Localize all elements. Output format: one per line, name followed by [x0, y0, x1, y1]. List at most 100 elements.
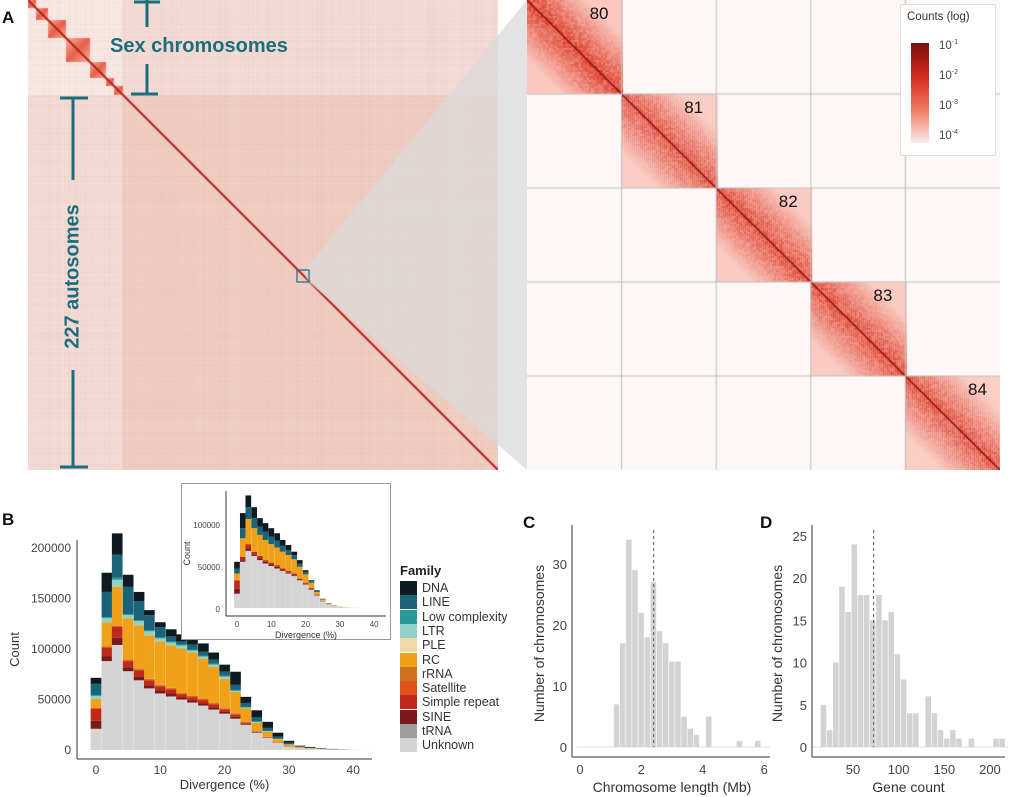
bar-segment-simple-repeat: [176, 694, 187, 698]
bar-segment-unknown: [337, 607, 343, 608]
legend-label: DNA: [422, 581, 449, 595]
bar-segment-rc: [294, 746, 306, 748]
bar-segment-rc: [219, 678, 230, 709]
bar-segment-rc: [90, 698, 102, 709]
x-tick-label: 0: [93, 763, 100, 777]
bar-segment-simple-repeat: [230, 714, 241, 717]
bar-segment-unknown: [319, 601, 326, 608]
bar-segment-ltr: [111, 579, 123, 587]
bar-segment-unknown: [144, 688, 155, 750]
bar-segment-unknown: [133, 680, 145, 750]
bar-segment-dna: [279, 539, 286, 546]
bar-segment-simple-repeat: [187, 697, 198, 701]
bar-segment-sine: [285, 572, 292, 574]
histogram-bar: [638, 612, 644, 747]
bar-segment-low-complexity: [240, 706, 252, 708]
x-tick-label: 30: [335, 620, 344, 629]
legend-item-rrna: rRNA: [400, 666, 453, 681]
zoom-region-box: [296, 269, 310, 283]
bar-segment-simple-repeat: [268, 562, 275, 565]
x-axis-title: Divergence (%): [275, 630, 337, 640]
bar-segment-unknown: [308, 589, 315, 608]
bar-segment-dna: [234, 561, 240, 569]
legend-swatch: [400, 695, 417, 710]
legend-item-low-complexity: Low complexity: [400, 609, 508, 624]
bar-segment-ltr: [251, 721, 263, 723]
bar-segment-rc: [187, 652, 198, 696]
bar-segment-rc: [122, 618, 134, 660]
bar-segment-rc: [257, 534, 263, 556]
legend-label: Low complexity: [422, 609, 508, 624]
histogram-bar: [913, 713, 919, 747]
bar-segment-ltr: [122, 615, 134, 619]
bar-segment-simple-repeat: [234, 580, 240, 589]
bar-segment-rc: [133, 625, 145, 669]
bar-segment-dna: [257, 518, 263, 527]
bar-segment-satellite: [111, 625, 123, 627]
bar-segment-ltr: [176, 645, 187, 649]
bar-segment-simple-repeat: [198, 700, 209, 704]
bar-segment-dna: [302, 570, 309, 572]
bar-segment-rrna: [208, 703, 220, 704]
bar-segment-unknown: [304, 748, 316, 750]
bar-segment-unknown: [325, 604, 332, 608]
bar-segment-rc: [274, 547, 280, 566]
panel-label-b: B: [2, 510, 15, 529]
bar-segment-dna: [304, 746, 316, 748]
bar-segment-dna: [296, 560, 303, 564]
y-tick-label: 0: [216, 605, 221, 614]
bar-segment-dna: [240, 696, 252, 703]
bar-segment-unknown: [294, 747, 306, 750]
bar-segment-satellite: [144, 679, 155, 681]
bar-segment-unknown: [268, 566, 275, 608]
bar-segment-low-complexity: [187, 649, 198, 651]
bar-segment-line: [198, 651, 209, 656]
y-tick-label: 50000: [198, 563, 221, 572]
bar-segment-rc: [230, 691, 241, 714]
bar-segment-simple-repeat: [302, 582, 309, 584]
histogram-bar: [999, 738, 1005, 747]
legend-swatch: [400, 581, 417, 595]
bar-segment-sine: [234, 588, 240, 594]
bar-segment-satellite: [219, 708, 230, 710]
legend-swatch: [400, 724, 417, 738]
bar-segment-satellite: [198, 699, 209, 701]
bar-segment-simple-repeat: [208, 704, 220, 708]
zoom-wedge: [303, 0, 527, 470]
bar-segment-sine: [274, 566, 280, 569]
bar-segment-line: [165, 636, 177, 642]
bar-segment-sine: [101, 656, 113, 662]
bar-segment-dna: [230, 671, 241, 685]
bar-segment-line: [285, 550, 292, 556]
x-tick-label: 200: [979, 762, 1001, 777]
histogram-bar: [833, 662, 839, 747]
bar-segment-low-complexity: [165, 641, 177, 643]
histogram-bar: [626, 539, 632, 747]
bar-segment-rc: [291, 559, 298, 574]
bar-segment-unknown: [165, 696, 177, 750]
bar-segment-sine: [262, 561, 269, 564]
bar-segment-dna: [262, 523, 269, 532]
legend-swatch: [400, 652, 417, 667]
bar-segment-ltr: [101, 618, 113, 623]
bar-segment-sine: [208, 707, 220, 710]
bar-segment-simple-repeat: [251, 551, 257, 555]
legend-label: RC: [422, 652, 441, 667]
y-tick-label: 100000: [193, 521, 220, 530]
histogram-bar: [736, 740, 743, 747]
bar-segment-line: [296, 563, 303, 567]
histogram-bar: [687, 728, 693, 747]
legend-swatch: [400, 681, 417, 696]
bar-segment-dna: [251, 507, 257, 519]
bar-segment-ltr: [144, 631, 155, 636]
histogram-bar: [931, 713, 938, 747]
y-tick-label: 10: [793, 656, 807, 671]
bar-segment-sine: [240, 723, 252, 725]
bar-segment-sine: [257, 558, 263, 561]
legend-label: tRNA: [422, 724, 452, 738]
y-axis-title: Number of chromosomes: [531, 565, 547, 722]
bar-segment-sine: [296, 579, 303, 581]
bar-segment-unknown: [101, 661, 113, 750]
bar-segment-line: [283, 742, 295, 745]
colorbar-tick: 10-1: [939, 39, 959, 52]
